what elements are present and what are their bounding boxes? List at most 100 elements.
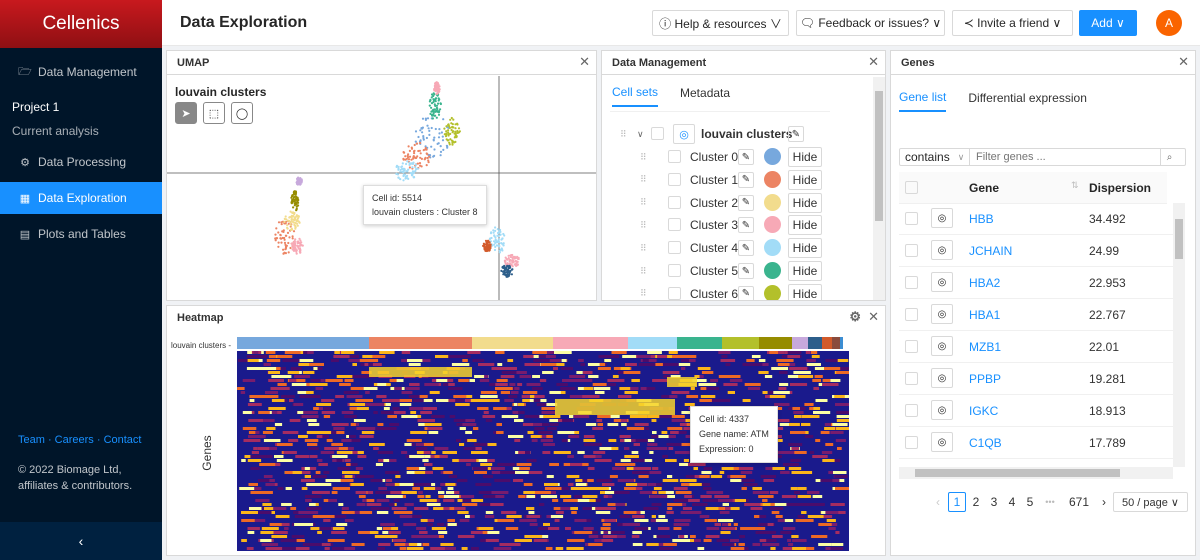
page-1[interactable]: 1: [948, 492, 966, 512]
page-2[interactable]: 2: [972, 495, 980, 509]
edit-icon[interactable]: ✎: [788, 126, 804, 142]
search-icon[interactable]: ⌕: [1160, 149, 1178, 165]
cluster-checkbox[interactable]: [668, 241, 681, 255]
table-row[interactable]: ◎ HBB 34.492: [899, 203, 1177, 235]
table-row[interactable]: ◎ C1QB 17.789: [899, 427, 1177, 459]
cluster-checkbox[interactable]: [668, 286, 681, 300]
cluster-row[interactable]: ⠿ Cluster 4 ✎ Hide: [602, 237, 872, 259]
eye-icon[interactable]: ◎: [931, 240, 953, 260]
filter-mode-select[interactable]: contains ∨: [900, 149, 970, 165]
eye-icon[interactable]: ◎: [931, 432, 953, 452]
edit-icon[interactable]: ✎: [738, 217, 754, 234]
gene-name-link[interactable]: JCHAIN: [969, 243, 1013, 258]
cluster-row[interactable]: ⠿ Cluster 1 ✎ Hide: [602, 169, 872, 191]
hide-button[interactable]: Hide: [788, 283, 822, 300]
cluster-color-swatch[interactable]: [764, 216, 781, 234]
row-checkbox[interactable]: [905, 404, 918, 417]
sort-icon[interactable]: ⇅: [1071, 180, 1079, 190]
gene-name-link[interactable]: C1QB: [969, 435, 1002, 450]
eye-icon[interactable]: ◎: [931, 304, 953, 324]
row-checkbox[interactable]: [905, 212, 918, 225]
close-icon[interactable]: ✕: [1178, 54, 1189, 69]
drag-handle-icon[interactable]: ⠿: [640, 197, 647, 208]
sidebar-item-data-management[interactable]: 🗁 Data Management: [0, 56, 162, 88]
hide-button[interactable]: Hide: [788, 238, 822, 259]
row-checkbox[interactable]: [905, 308, 918, 321]
eye-icon[interactable]: ◎: [931, 272, 953, 292]
close-icon[interactable]: ✕: [868, 54, 879, 69]
root-checkbox[interactable]: [651, 127, 664, 140]
page-4[interactable]: 4: [1008, 495, 1016, 509]
table-scrollbar-horizontal[interactable]: [899, 467, 1173, 479]
invite-friend-button[interactable]: ≺ Invite a friend ∨: [952, 10, 1073, 36]
settings-gear-icon[interactable]: ⚙: [849, 309, 861, 324]
pointer-tool-icon[interactable]: ➤: [175, 102, 197, 124]
drag-handle-icon[interactable]: ⠿: [640, 288, 647, 299]
page-3[interactable]: 3: [990, 495, 998, 509]
cluster-color-swatch[interactable]: [764, 170, 781, 188]
edit-icon[interactable]: ✎: [738, 240, 754, 257]
cluster-color-swatch[interactable]: [764, 193, 781, 211]
hide-button[interactable]: Hide: [788, 215, 822, 236]
cluster-row[interactable]: ⠿ Cluster 0 ✎ Hide: [602, 146, 872, 168]
table-row[interactable]: ◎ MZB1 22.01: [899, 331, 1177, 363]
eye-icon[interactable]: ◎: [931, 368, 953, 388]
page-5[interactable]: 5: [1026, 495, 1034, 509]
cluster-checkbox[interactable]: [668, 150, 681, 163]
edit-icon[interactable]: ✎: [738, 171, 754, 188]
table-row[interactable]: ◎ HBA2 22.953: [899, 267, 1177, 299]
select-all-checkbox[interactable]: [905, 181, 918, 194]
sidebar-item-plots-and-tables[interactable]: ▤ Plots and Tables: [0, 218, 162, 250]
column-header-dispersion[interactable]: Dispersion: [1089, 181, 1152, 195]
cell-set-root-row[interactable]: ⠿ ∨ ◎ louvain clusters ✎: [602, 123, 872, 145]
hide-button[interactable]: Hide: [788, 192, 822, 213]
drag-handle-icon[interactable]: ⠿: [640, 219, 647, 230]
tab-cell-sets[interactable]: Cell sets: [612, 79, 659, 107]
table-row[interactable]: ◎ HBA1 22.767: [899, 299, 1177, 331]
collapse-sidebar-button[interactable]: ‹: [0, 522, 162, 560]
tab-gene-list[interactable]: Gene list: [899, 84, 947, 112]
column-header-gene[interactable]: Gene: [969, 181, 1000, 195]
scrollbar[interactable]: [873, 77, 885, 300]
drag-handle-icon[interactable]: ⠿: [640, 151, 647, 162]
edit-icon[interactable]: ✎: [738, 285, 754, 300]
hide-button[interactable]: Hide: [788, 169, 822, 190]
cluster-color-swatch[interactable]: [764, 148, 781, 165]
gene-name-link[interactable]: HBA2: [969, 275, 1001, 290]
app-logo[interactable]: Cellenics: [0, 0, 162, 48]
cluster-color-swatch[interactable]: [764, 239, 781, 257]
drag-handle-icon[interactable]: ⠿: [640, 242, 647, 253]
row-checkbox[interactable]: [905, 244, 918, 257]
cluster-color-swatch[interactable]: [764, 262, 781, 279]
table-row[interactable]: ◎ IGKC 18.913: [899, 395, 1177, 427]
table-row[interactable]: ◎ JCHAIN 24.99: [899, 235, 1177, 267]
umap-scatter-plot[interactable]: [167, 76, 596, 300]
edit-icon[interactable]: ✎: [738, 149, 754, 165]
drag-handle-icon[interactable]: ⠿: [640, 265, 647, 276]
tab-metadata[interactable]: Metadata: [680, 86, 731, 100]
row-checkbox[interactable]: [905, 340, 918, 353]
gene-name-link[interactable]: PPBP: [969, 371, 1002, 386]
row-checkbox[interactable]: [905, 436, 918, 449]
cluster-checkbox[interactable]: [668, 264, 681, 277]
feedback-button[interactable]: 🗨 Feedback or issues? ∨: [796, 10, 945, 36]
cluster-color-swatch[interactable]: [764, 284, 781, 300]
tab-differential-expression[interactable]: Differential expression: [968, 91, 1087, 105]
eye-icon[interactable]: ◎: [931, 208, 953, 228]
gene-filter-input[interactable]: [970, 149, 1160, 165]
sidebar-item-data-exploration[interactable]: ▦ Data Exploration: [0, 182, 162, 214]
cluster-row[interactable]: ⠿ Cluster 6 ✎ Hide: [602, 283, 872, 300]
cluster-row[interactable]: ⠿ Cluster 2 ✎ Hide: [602, 192, 872, 214]
lasso-tool-icon[interactable]: ◯: [231, 102, 253, 124]
page-size-select[interactable]: 50 / page ∨: [1113, 492, 1188, 512]
cluster-checkbox[interactable]: [668, 195, 681, 209]
edit-icon[interactable]: ✎: [738, 194, 754, 211]
next-page-icon[interactable]: ›: [1102, 495, 1106, 509]
chevron-down-icon[interactable]: ∨: [637, 128, 644, 139]
close-icon[interactable]: ✕: [868, 309, 879, 324]
eye-icon[interactable]: ◎: [931, 336, 953, 356]
page-last[interactable]: 671: [1069, 495, 1090, 509]
ellipsis[interactable]: •••: [1045, 497, 1055, 507]
drag-handle-icon[interactable]: ⠿: [640, 174, 647, 185]
help-resources-button[interactable]: ⓘ Help & resources ∨: [652, 10, 789, 36]
